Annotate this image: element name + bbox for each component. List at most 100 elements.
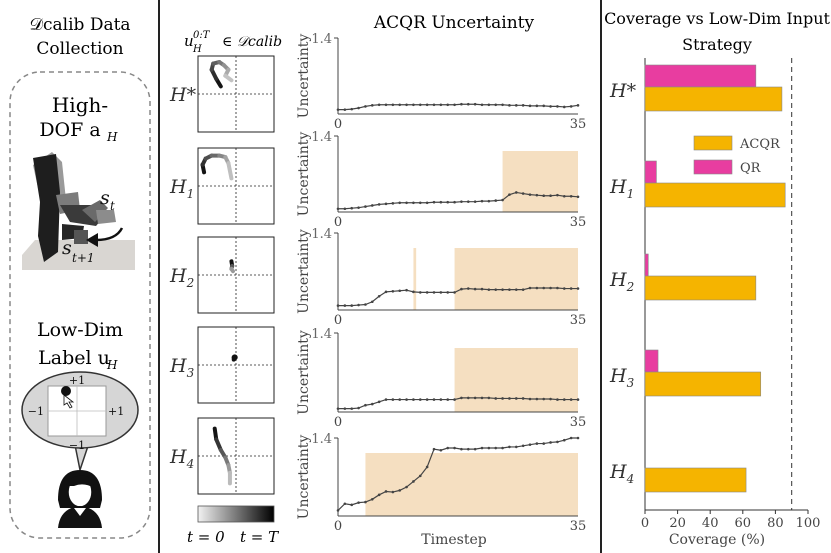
uncertainty-point (528, 397, 532, 401)
uncertainty-point (521, 104, 525, 107)
uncertainty-point (370, 497, 374, 501)
uncertainty-point (562, 398, 566, 401)
coverage-xlabel: Coverage (%) (669, 532, 765, 548)
panel-title-line2: Collection (36, 39, 123, 59)
uncertainty-point (501, 198, 504, 202)
uncertainty-point (425, 103, 429, 107)
joystick-bottom-label: −1 (69, 439, 85, 452)
uncertainty-point (432, 200, 436, 204)
uncertainty-plot-H2: 1.4 0 35 Uncertainty (296, 227, 586, 328)
uncertainty-point (446, 398, 450, 401)
y-axis-label: Uncertainty (296, 34, 312, 119)
uncertainty-point (514, 445, 518, 449)
uncertainty-line (338, 103, 579, 111)
coverage-x-tick-label: 80 (767, 516, 784, 531)
uncertainty-point (398, 289, 402, 293)
uncertainty-point (494, 397, 498, 400)
uncertainty-point (514, 191, 518, 194)
uncertainty-point (473, 287, 477, 291)
uncertainty-point (501, 397, 504, 400)
uncertainty-point (439, 103, 443, 107)
y-tick-label-max: 1.4 (311, 227, 332, 242)
uncertainty-point (391, 202, 395, 205)
uncertainty-point (508, 193, 511, 196)
uncertainty-point (405, 201, 408, 205)
uncertainty-point (487, 396, 491, 400)
uncertainty-point (508, 288, 511, 291)
uncertainty-point (542, 194, 546, 198)
uncertainty-plot-H3: 1.4 0 35 Uncertainty (296, 327, 586, 430)
trajectory-box-3: H3 (169, 326, 275, 404)
x-tick-label-max: 35 (570, 415, 587, 430)
uncertainty-point (514, 104, 518, 107)
uncertainty-plot-H*: 1.4 0 35 Uncertainty (296, 32, 586, 132)
uncertainty-point (364, 105, 367, 108)
uncertainty-point (562, 287, 566, 290)
state-label: s (100, 187, 110, 209)
uncertainty-point (494, 199, 498, 202)
uncertainty-point (370, 104, 374, 107)
uncertainty-point (453, 398, 456, 401)
transition-arrowhead (86, 233, 98, 247)
uncertainty-point (508, 104, 511, 107)
uncertainty-point (569, 287, 573, 290)
coverage-x-tick-label: 20 (669, 516, 686, 531)
joystick-right-label: +1 (108, 405, 124, 418)
uncertainty-point (418, 103, 422, 107)
x-tick-label-min: 0 (334, 313, 342, 328)
trajectory-column: u 0:T H ∈ 𝒟calib H* H1 H2 H3 H4 t = 0 t = T (169, 30, 282, 546)
uncertainty-point (391, 490, 395, 494)
uncertainty-point (480, 396, 484, 400)
uncertainty-point (508, 445, 511, 449)
uncertainty-point (521, 288, 525, 291)
x-tick-label-max: 35 (570, 519, 587, 534)
uncertainty-point (480, 287, 484, 291)
coverage-category-label: H4 (609, 461, 634, 486)
uncertainty-point (350, 407, 354, 410)
trajectory-segment (229, 266, 235, 274)
uncertainty-point (343, 407, 347, 410)
x-tick-label-max: 35 (570, 117, 587, 132)
traj-title-sub: H (192, 44, 202, 55)
uncertainty-point (384, 103, 388, 107)
uncertainty-point (542, 286, 546, 290)
uncertainty-point (562, 105, 566, 109)
uncertainty-point (576, 398, 580, 401)
transition-arrow (95, 227, 124, 242)
uncertainty-xlabel: Timestep (421, 532, 486, 548)
low-dim-line1: Low-Dim (37, 319, 123, 341)
uncertainty-point (357, 501, 360, 504)
uncertainty-point (466, 396, 470, 400)
high-dof-line2: DOF a (39, 119, 100, 141)
uncertainty-point (343, 502, 347, 506)
uncertainty-title: ACQR Uncertainty (373, 13, 535, 33)
uncertainty-point (405, 288, 408, 292)
uncertainty-point (336, 509, 340, 512)
uncertainty-point (521, 192, 525, 195)
uncertainty-point (384, 398, 388, 401)
joystick-left-label: −1 (28, 405, 44, 418)
alarm-shade (454, 348, 578, 412)
x-tick-label-max: 35 (570, 313, 587, 328)
y-tick-label-max: 1.4 (311, 432, 332, 447)
uncertainty-point (453, 291, 456, 294)
uncertainty-point (487, 199, 491, 203)
uncertainty-point (542, 104, 546, 108)
gradient-left-label: t = 0 (187, 528, 225, 546)
uncertainty-point (391, 290, 395, 293)
legend-acqr-swatch (693, 135, 733, 151)
uncertainty-point (398, 103, 402, 107)
uncertainty-point (466, 102, 470, 106)
y-axis-label: Uncertainty (296, 132, 312, 217)
uncertainty-point (508, 397, 511, 400)
uncertainty-point (364, 303, 367, 306)
trajectory-point (231, 354, 238, 361)
qr-bar (644, 64, 757, 88)
uncertainty-point (494, 288, 498, 291)
uncertainty-point (453, 446, 456, 450)
uncertainty-point (501, 103, 504, 107)
uncertainty-point (377, 103, 381, 107)
y-axis-label: Uncertainty (296, 229, 312, 314)
uncertainty-point (556, 286, 559, 290)
